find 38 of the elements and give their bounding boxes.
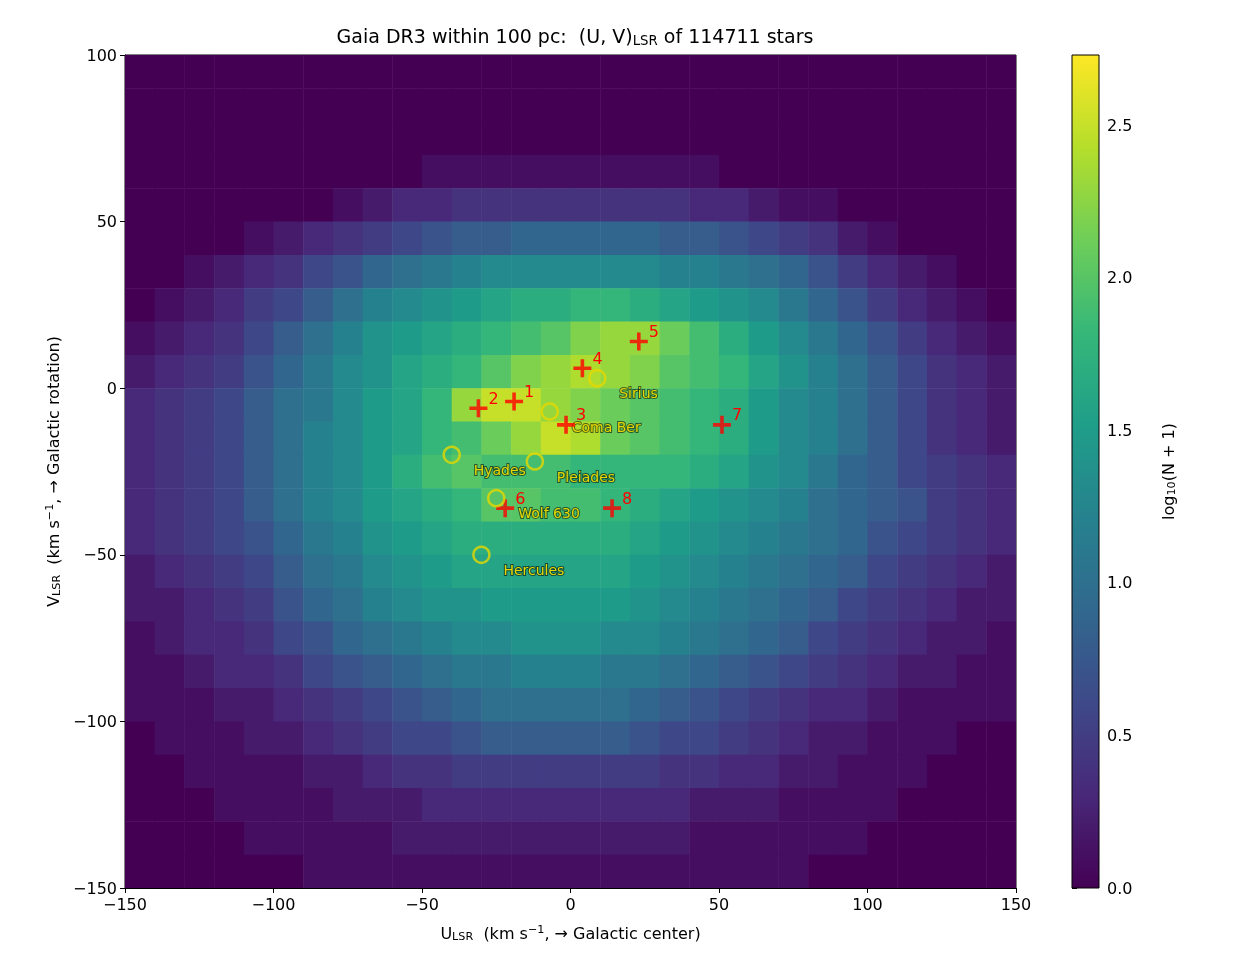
point: [469, 399, 488, 418]
y-tick-label: −50: [83, 545, 117, 565]
color-bar-label: 0.0: [1107, 878, 1133, 898]
color-bar-label: 1.5: [1107, 420, 1133, 440]
x-tick-label: 150: [1000, 894, 1032, 914]
x-tick-label: 0: [565, 894, 576, 914]
annotation: 1: [524, 382, 535, 402]
y-tick-label: −100: [73, 711, 117, 731]
y-tick-label: −150: [73, 878, 117, 898]
color-bar-label: 0.5: [1107, 725, 1133, 745]
annotation: Sirius: [619, 385, 658, 402]
y-tick-label: 0: [106, 378, 117, 398]
point: [442, 445, 461, 465]
annotation: 2: [488, 388, 499, 408]
annotation: 4: [592, 348, 603, 368]
color-bar-label: 2.5: [1107, 115, 1133, 135]
annotation: 6: [515, 488, 526, 508]
annotation: Wolf 630: [518, 505, 580, 522]
y-tick-label: 100: [86, 45, 117, 65]
color-bar-title: log10(N + 1): [1158, 423, 1179, 520]
y-axis-title: VLSR (km s−1, → Galactic rotation): [42, 336, 64, 607]
annotation: Pleiades: [556, 468, 616, 485]
point: [472, 545, 491, 565]
y-tick-label: 50: [96, 212, 117, 232]
annotation: Hyades: [473, 461, 526, 478]
point: [505, 392, 524, 411]
x-tick-label: −50: [405, 894, 439, 914]
x-tick-label: 50: [708, 894, 730, 914]
x-tick-label: −100: [251, 894, 296, 914]
x-tick-label: 100: [852, 894, 883, 914]
annotation: Hercules: [503, 561, 565, 578]
annotation: 7: [731, 405, 743, 425]
annotation: 8: [622, 488, 633, 508]
annotation: 5: [648, 322, 659, 342]
point: [588, 368, 607, 388]
color-bar-label: 1.0: [1107, 573, 1133, 593]
point: [712, 415, 731, 434]
color-bar-label: 2.0: [1107, 268, 1133, 288]
